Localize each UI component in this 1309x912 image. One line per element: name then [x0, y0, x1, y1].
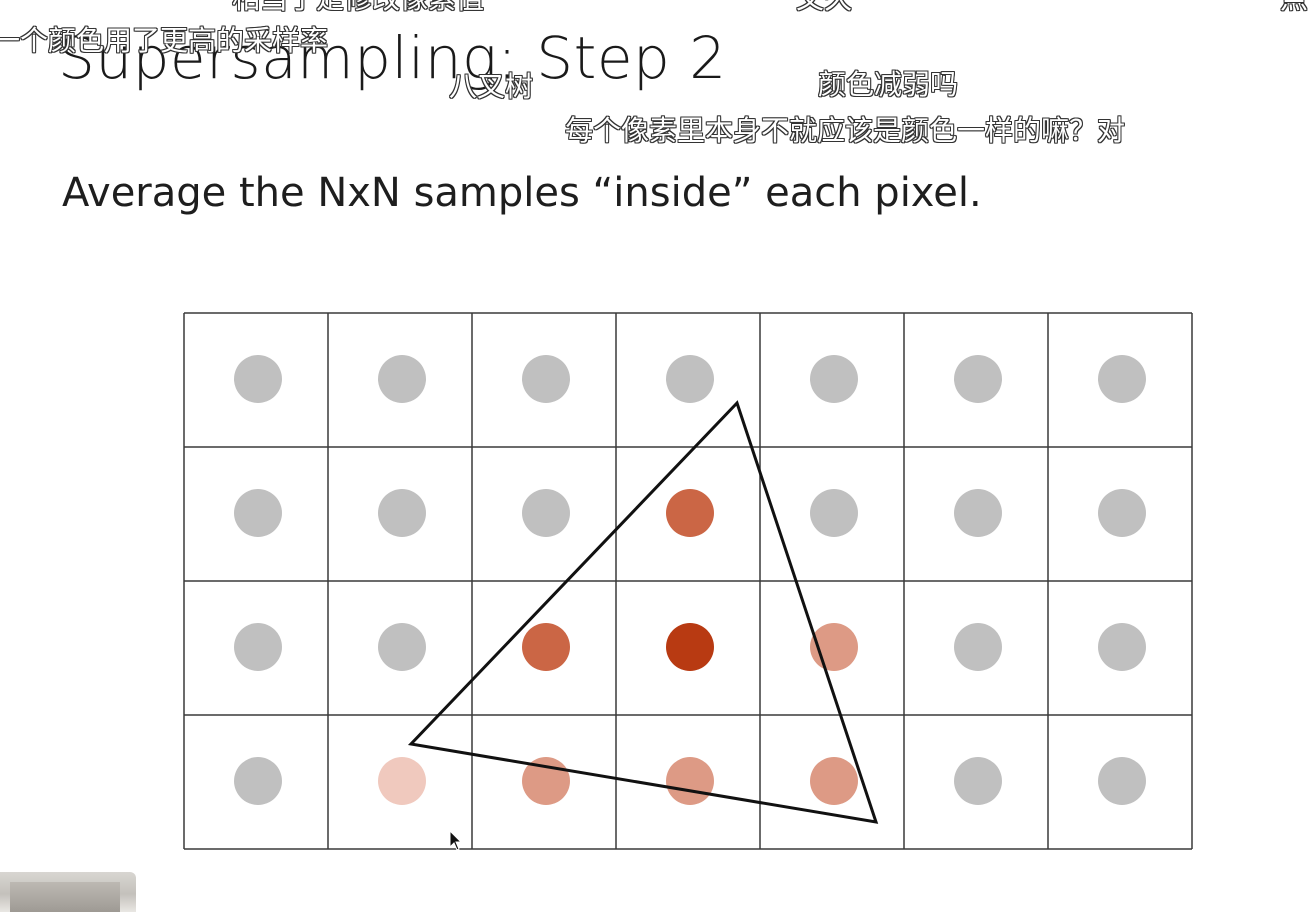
sample-dot	[378, 355, 426, 403]
sample-dot	[666, 355, 714, 403]
sample-dot	[666, 489, 714, 537]
sample-dot	[234, 757, 282, 805]
triangle-outline	[407, 400, 879, 824]
danmaku-comment: 点	[1280, 0, 1308, 16]
sample-dots	[234, 355, 1146, 805]
danmaku-comment: 文久	[796, 0, 852, 16]
sample-dot	[234, 623, 282, 671]
sample-dot	[954, 355, 1002, 403]
sample-dot	[522, 623, 570, 671]
slide-title: Supersampling: Step 2	[58, 24, 727, 92]
sample-dot	[954, 757, 1002, 805]
sample-dot	[234, 489, 282, 537]
sample-dot	[666, 623, 714, 671]
pixel-grid	[183, 312, 1193, 850]
sample-dot	[522, 489, 570, 537]
sample-dot	[378, 489, 426, 537]
sample-dot	[666, 757, 714, 805]
sample-dot	[810, 355, 858, 403]
mouse-pointer-icon	[449, 830, 463, 851]
slide-subtitle: Average the NxN samples “inside” each pi…	[62, 170, 982, 216]
sample-dot	[378, 623, 426, 671]
danmaku-comment: 相当于是修改像素值	[232, 0, 484, 16]
danmaku-comment: 八叉树	[449, 70, 534, 103]
sample-dot	[954, 489, 1002, 537]
sample-dot	[954, 623, 1002, 671]
danmaku-comment: 颜色减弱吗	[818, 68, 959, 101]
sample-dot	[522, 355, 570, 403]
sample-dot	[1098, 623, 1146, 671]
sample-dot	[234, 355, 282, 403]
sample-dot	[1098, 355, 1146, 403]
sample-dot	[810, 757, 858, 805]
danmaku-comment: 一个颜色用了更高的采样率	[0, 24, 329, 57]
sample-dot	[810, 489, 858, 537]
danmaku-comment: 每个像素里本身不就应该是颜色一样的嘛？对	[565, 114, 1126, 147]
sample-dot	[1098, 489, 1146, 537]
presenter-thumbnail	[0, 872, 136, 912]
sample-dot	[1098, 757, 1146, 805]
sample-dot	[378, 757, 426, 805]
